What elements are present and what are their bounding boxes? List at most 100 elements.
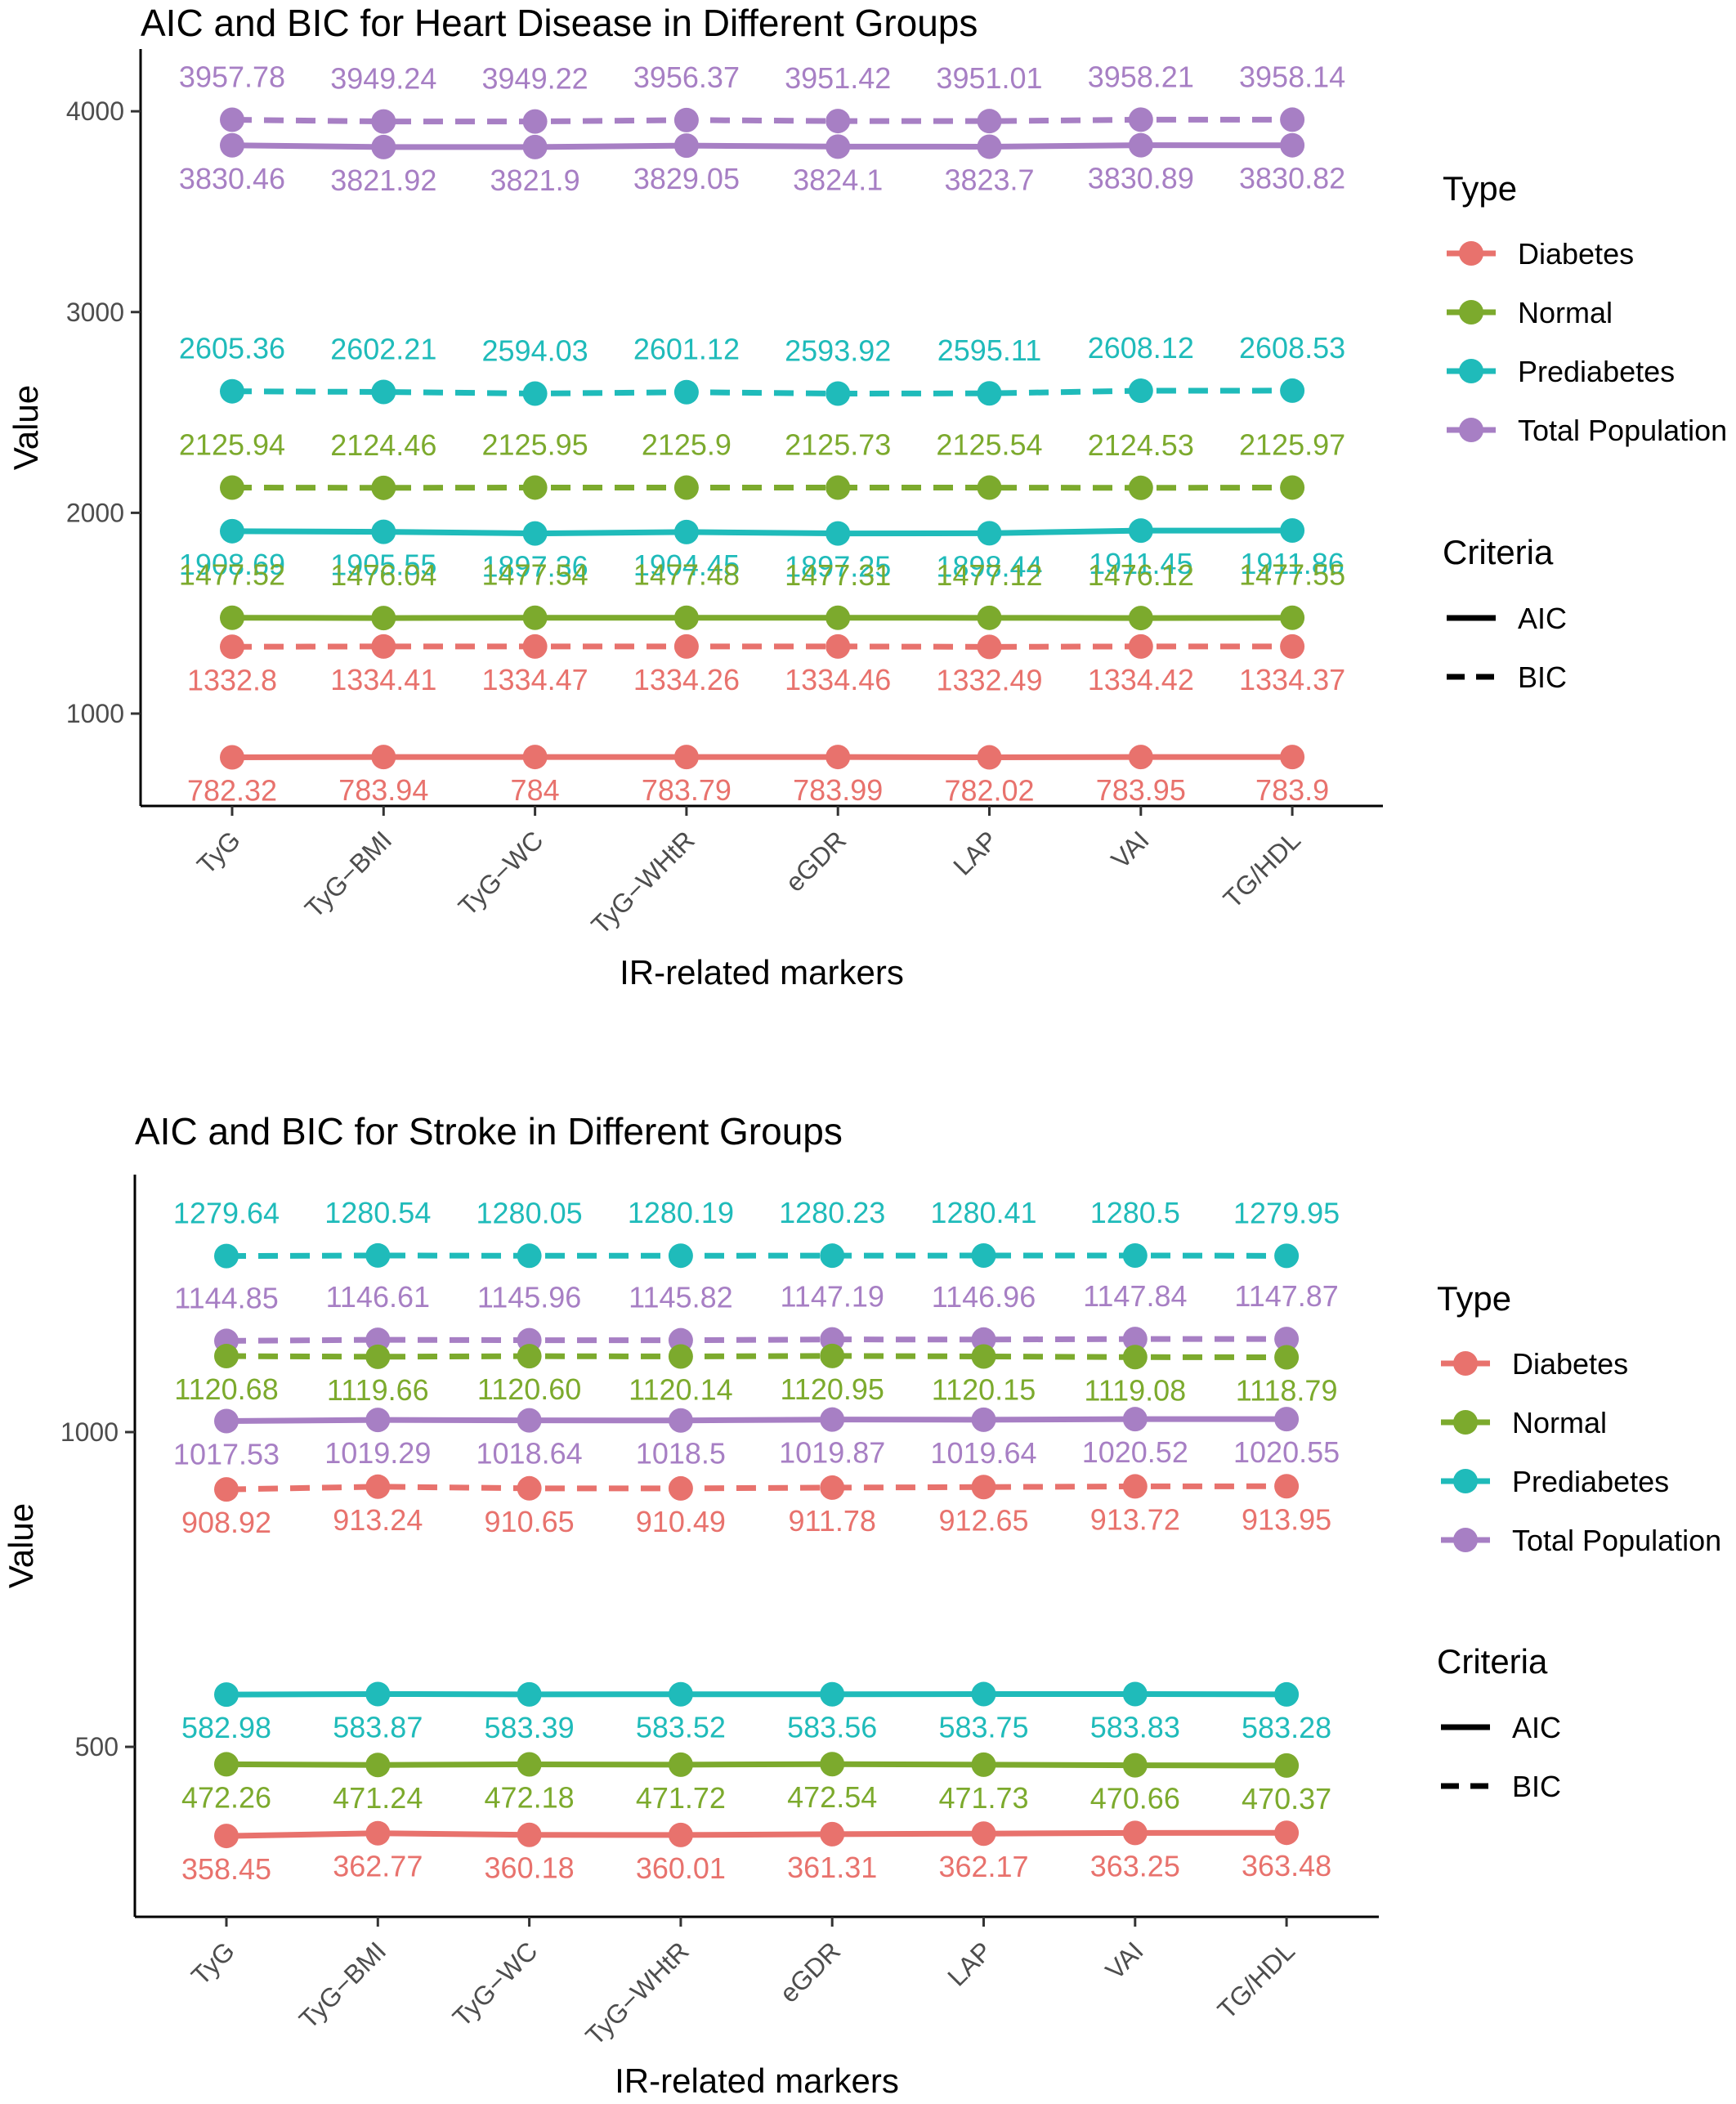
data-point-diabetes-bic: [668, 1475, 693, 1501]
data-label: 2605.36: [179, 332, 285, 365]
data-point-diabetes-aic: [673, 745, 699, 770]
data-point-total-population-bic: [825, 109, 851, 134]
data-point-diabetes-bic: [371, 633, 396, 659]
data-label: 2125.97: [1239, 428, 1345, 461]
data-label: 1334.26: [633, 663, 740, 696]
data-point-prediabetes-aic: [371, 519, 396, 544]
data-label: 3949.24: [330, 62, 436, 96]
data-point-diabetes-aic: [825, 745, 851, 770]
data-label: 472.54: [787, 1780, 877, 1814]
data-label: 2601.12: [633, 333, 740, 366]
data-point-diabetes-aic: [365, 1820, 391, 1846]
data-label: 471.24: [333, 1781, 423, 1815]
data-label: 583.28: [1242, 1711, 1331, 1744]
x-tick-label: VAI: [1100, 1936, 1149, 1985]
legend-criteria-title: Criteria: [1437, 1642, 1548, 1681]
legend-type-title: Type: [1437, 1279, 1511, 1318]
data-point-normal-bic: [668, 1344, 693, 1369]
data-point-normal-bic: [522, 475, 548, 500]
data-point-prediabetes-aic: [214, 1682, 239, 1708]
data-label: 1477.12: [936, 558, 1042, 592]
legend-key-point: [1459, 241, 1483, 266]
data-label: 1018.5: [636, 1437, 726, 1471]
data-point-normal-aic: [825, 605, 851, 630]
data-point-total-population-bic: [220, 107, 244, 132]
y-tick-label: 3000: [66, 298, 124, 327]
data-point-diabetes-bic: [1274, 1474, 1300, 1499]
data-point-prediabetes-aic: [1280, 518, 1305, 544]
data-label: 1280.41: [930, 1196, 1036, 1229]
chart-title: AIC and BIC for Stroke in Different Grou…: [135, 1110, 843, 1153]
data-point-diabetes-aic: [522, 745, 548, 770]
data-label: 1477.48: [633, 558, 740, 592]
data-point-diabetes-aic: [1280, 745, 1305, 770]
data-label: 783.95: [1096, 773, 1186, 807]
data-label: 783.79: [642, 773, 732, 807]
data-label: 1017.53: [173, 1437, 280, 1471]
data-label: 1146.61: [326, 1280, 430, 1314]
x-tick-label: TyG−WHtR: [579, 1936, 694, 2050]
y-tick-label: 1000: [66, 699, 124, 728]
data-point-normal-bic: [365, 1344, 391, 1369]
x-tick-label: VAI: [1106, 825, 1155, 874]
legend-item-aic: AIC: [1512, 1711, 1561, 1744]
data-point-normal-bic: [517, 1344, 542, 1369]
legend-item-total-population: Total Population: [1518, 414, 1727, 447]
data-label: 783.9: [1255, 773, 1329, 807]
data-label: 2593.92: [785, 334, 891, 368]
data-label: 3958.21: [1088, 60, 1194, 93]
data-point-normal-bic: [820, 1343, 845, 1368]
data-label: 1905.55: [330, 548, 436, 582]
data-label: 1280.5: [1090, 1196, 1180, 1229]
chart-2: AIC and BIC for Stroke in Different Grou…: [2, 1110, 1721, 2100]
series-line-prediabetes-aic: [231, 527, 1293, 537]
data-point-diabetes-bic: [1280, 633, 1305, 659]
data-point-total-population-aic: [220, 132, 244, 158]
data-label: 1280.54: [324, 1196, 431, 1229]
data-point-total-population-aic: [977, 134, 1002, 159]
data-label: 3956.37: [633, 60, 740, 94]
data-label: 1279.64: [173, 1197, 280, 1230]
data-label: 1477.55: [1239, 558, 1345, 592]
data-point-prediabetes-bic: [220, 378, 244, 404]
data-point-prediabetes-aic: [220, 518, 244, 544]
data-label: 1334.37: [1239, 663, 1345, 696]
data-label: 2608.12: [1088, 331, 1194, 365]
data-point-diabetes-bic: [820, 1475, 845, 1500]
data-label: 471.73: [938, 1781, 1028, 1815]
data-label: 2602.21: [330, 332, 436, 365]
data-point-total-population-bic: [971, 1327, 996, 1352]
data-point-normal-aic: [214, 1752, 239, 1777]
data-point-prediabetes-aic: [825, 521, 851, 546]
data-label: 1897.36: [482, 550, 588, 584]
data-point-total-population-bic: [1128, 107, 1153, 132]
data-point-total-population-bic: [522, 109, 548, 134]
data-label: 1908.69: [179, 548, 285, 581]
x-tick-label: TyG−WC: [453, 825, 549, 921]
data-point-diabetes-aic: [517, 1822, 542, 1847]
data-label: 3951.42: [785, 61, 891, 95]
legend-item-normal: Normal: [1512, 1406, 1607, 1439]
data-label: 1332.49: [936, 663, 1042, 696]
data-point-diabetes-bic: [1128, 633, 1153, 659]
data-label: 2595.11: [937, 334, 1041, 367]
data-label: 1911.45: [1089, 547, 1192, 580]
data-label: 1477.52: [179, 558, 285, 592]
legend-item-bic: BIC: [1512, 1770, 1561, 1803]
data-point-total-population-aic: [668, 1408, 693, 1433]
data-label: 783.99: [793, 773, 883, 807]
legend-item-prediabetes: Prediabetes: [1518, 355, 1675, 388]
y-tick-label: 500: [75, 1732, 119, 1762]
data-label: 360.18: [485, 1851, 575, 1885]
data-point-total-population-bic: [673, 107, 699, 132]
data-label: 472.18: [485, 1780, 575, 1814]
data-point-normal-aic: [220, 605, 244, 630]
x-axis-title: IR-related markers: [615, 2061, 899, 2100]
data-point-prediabetes-bic: [820, 1243, 845, 1269]
data-point-total-population-bic: [1122, 1327, 1148, 1352]
data-label: 911.78: [788, 1504, 875, 1538]
legend-criteria-title: Criteria: [1443, 533, 1554, 571]
legend-item-normal: Normal: [1518, 296, 1613, 329]
